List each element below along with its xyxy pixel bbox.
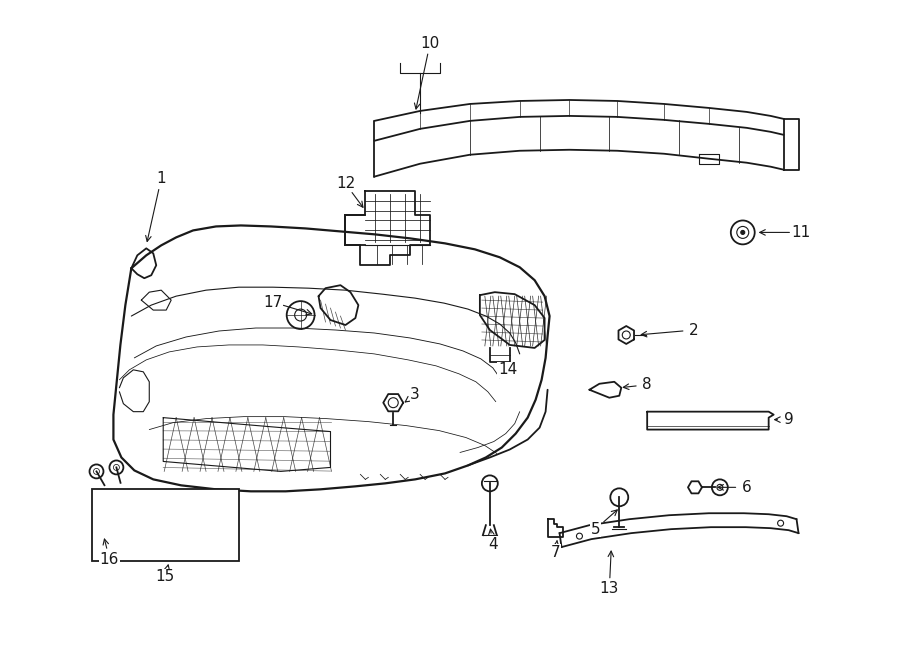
Text: 13: 13 <box>599 582 619 596</box>
Text: 4: 4 <box>488 537 498 551</box>
Text: 12: 12 <box>336 176 356 191</box>
Text: 15: 15 <box>156 570 175 584</box>
Text: 14: 14 <box>498 362 518 377</box>
Text: 6: 6 <box>742 480 751 495</box>
Bar <box>122 501 131 509</box>
Text: 16: 16 <box>100 551 119 566</box>
Text: 10: 10 <box>420 36 440 51</box>
Text: 2: 2 <box>689 323 698 338</box>
Text: 9: 9 <box>784 412 794 427</box>
Bar <box>104 529 113 537</box>
Text: 8: 8 <box>643 377 652 392</box>
Bar <box>104 501 113 509</box>
Text: 1: 1 <box>157 171 166 186</box>
Bar <box>122 515 131 524</box>
Bar <box>104 515 113 524</box>
Text: 10: 10 <box>420 36 440 51</box>
Text: 3: 3 <box>410 387 420 403</box>
Text: 17: 17 <box>263 295 283 309</box>
Bar <box>92 489 238 561</box>
Text: 11: 11 <box>791 225 810 240</box>
Text: 7: 7 <box>551 545 561 560</box>
Text: 5: 5 <box>590 522 600 537</box>
Bar <box>122 529 131 537</box>
Circle shape <box>741 231 745 235</box>
